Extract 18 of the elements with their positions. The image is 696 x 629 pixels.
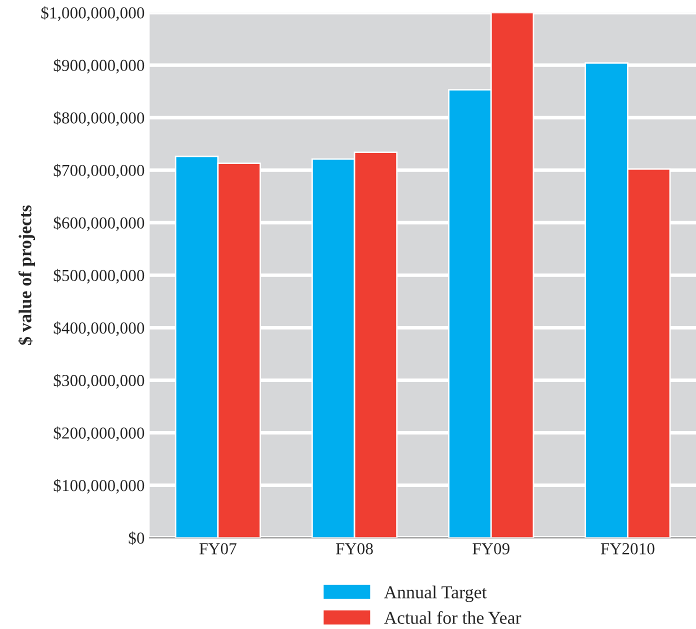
y-tick-label: $600,000,000 xyxy=(54,216,144,232)
x-tick-label: FY2010 xyxy=(600,543,654,554)
x-tick-label: FY08 xyxy=(336,543,373,554)
x-tick-label: FY09 xyxy=(472,543,510,554)
y-tick-label: $500,000,000 xyxy=(54,268,144,284)
x-tick-label: FY07 xyxy=(199,543,236,554)
y-tick-label: $100,000,000 xyxy=(54,478,144,494)
y-tick-label: $700,000,000 xyxy=(54,164,144,178)
y-tick-label: $300,000,000 xyxy=(54,374,144,389)
y-tick-label: $1,000,000,000 xyxy=(41,6,144,21)
y-tick-label: $400,000,000 xyxy=(54,321,144,336)
legend-label: Annual Target xyxy=(384,586,487,602)
y-tick-label: $0 xyxy=(128,532,144,545)
y-tick-label: $800,000,000 xyxy=(54,111,144,126)
legend-label: Actual for the Year xyxy=(384,611,522,624)
y-axis-title: $ value of projects xyxy=(18,205,36,345)
y-tick-label: $200,000,000 xyxy=(54,426,144,442)
y-tick-label: $900,000,000 xyxy=(54,58,144,74)
